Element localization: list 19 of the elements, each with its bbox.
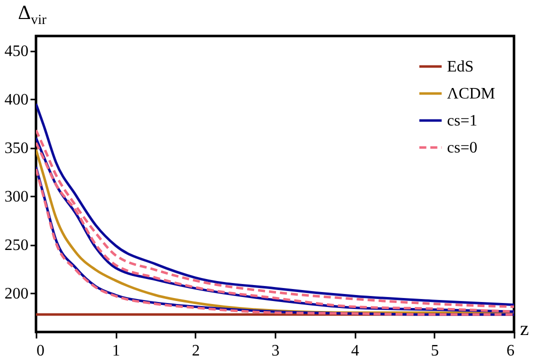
x-tick-label: 6 [506,342,514,359]
x-axis-title: z [520,318,529,341]
x-tick-label: 5 [430,342,439,359]
y-tick-label: 400 [4,92,28,109]
x-tick-label: 0 [36,342,44,359]
legend-label: cs=1 [447,112,478,130]
legend-label: cs=0 [447,140,478,156]
x-tick-label: 3 [272,342,280,359]
y-axis-title: Δ$_{vir}$ [18,2,46,29]
y-tick-label: 300 [4,188,28,206]
legend-label: ΛCDM [447,86,496,102]
y-tick-label: 450 [4,43,28,60]
legend-label: EdS [447,58,474,76]
x-tick-label: 1 [112,342,120,359]
x-tick-label: 2 [192,342,200,359]
y-tick-label: 350 [4,140,28,158]
y-tick-label: 250 [4,237,28,254]
y-tick-label: 200 [4,286,28,303]
x-tick-label: 4 [351,342,360,359]
